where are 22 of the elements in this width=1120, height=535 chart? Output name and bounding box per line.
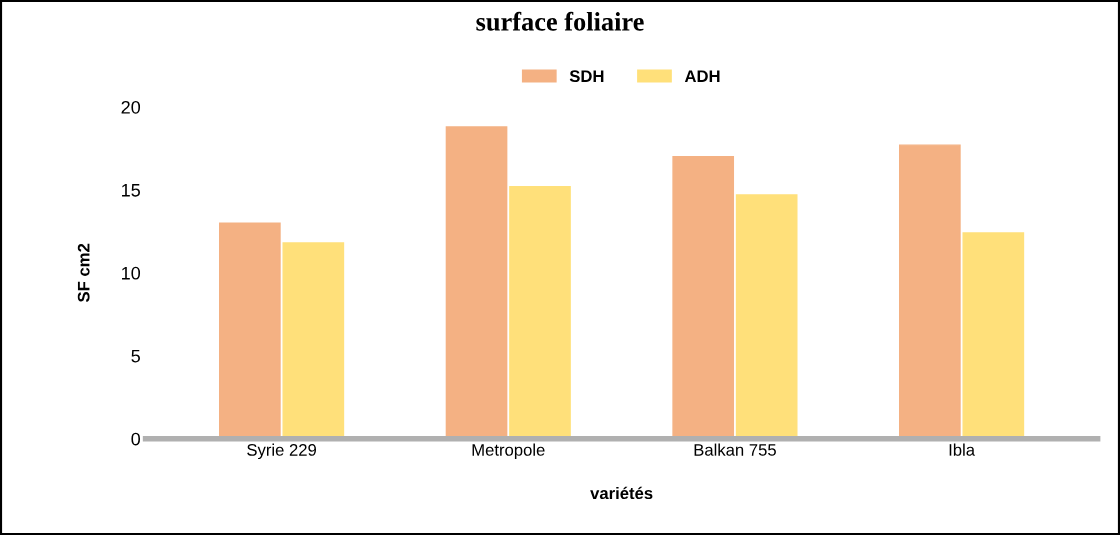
y-tick-label: 5	[131, 349, 140, 363]
x-axis-title: variétés	[590, 486, 653, 500]
bar	[445, 126, 508, 439]
x-tick-label: Balkan 755	[694, 443, 776, 456]
y-tick-label: 15	[122, 184, 140, 197]
bar	[899, 144, 961, 439]
legend-label: SDH	[569, 70, 604, 83]
y-axis-title: SF cm2	[77, 243, 90, 303]
y-tick-label: 0	[131, 432, 141, 446]
bar	[509, 185, 571, 439]
y-tick-label: 20	[121, 100, 141, 114]
bar	[219, 222, 281, 439]
bar	[672, 156, 735, 439]
legend-label: ADH	[684, 70, 720, 82]
x-tick-label: Ibla	[949, 443, 976, 456]
x-tick-label: Syrie 229	[247, 443, 317, 460]
y-tick-label: 10	[122, 266, 141, 280]
chart-title: surface foliaire	[476, 11, 644, 31]
bar	[282, 242, 345, 439]
x-tick-label: Metropole	[472, 443, 545, 460]
bar	[962, 232, 1025, 439]
bar	[735, 194, 798, 439]
